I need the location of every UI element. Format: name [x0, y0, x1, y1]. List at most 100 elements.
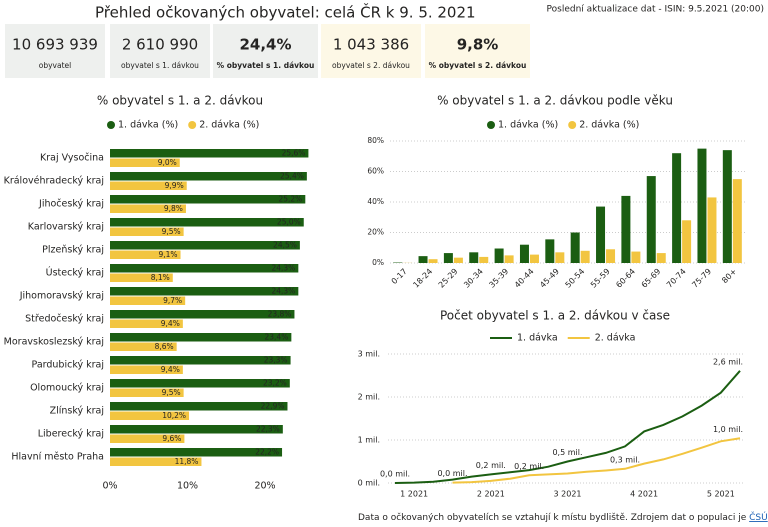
bar — [110, 241, 300, 250]
legend-swatch — [188, 121, 197, 129]
bar — [529, 254, 539, 263]
x-tick-label: 1 2021 — [400, 490, 428, 499]
bar — [110, 411, 190, 420]
data-label: 9,9% — [165, 181, 184, 190]
bar — [110, 296, 186, 305]
y-tick-label: Jihočeský kraj — [38, 199, 104, 210]
data-label: 0,3 mil. — [610, 455, 640, 464]
x-tick-label: 25-29 — [437, 267, 460, 290]
x-tick-label: 20% — [254, 481, 275, 492]
bar — [110, 425, 283, 434]
data-label: 11,8% — [175, 457, 199, 466]
x-tick-label: 18-24 — [411, 267, 434, 290]
bar — [631, 251, 641, 263]
data-label: 24,3% — [271, 287, 295, 296]
bar — [110, 434, 185, 443]
y-tick-label: Karlovarský kraj — [28, 222, 104, 233]
bar — [443, 253, 453, 263]
bar — [110, 402, 288, 411]
y-tick-label: 40% — [367, 197, 384, 206]
bar — [428, 259, 438, 263]
y-tick-label: Olomoucký kraj — [30, 383, 104, 394]
y-tick-label: Ústecký kraj — [46, 267, 104, 279]
data-label: 9,6% — [162, 434, 181, 443]
footer-text: Data o očkovaných obyvatelích se vztahuj… — [358, 511, 768, 523]
x-tick-label: 5 2021 — [707, 490, 735, 499]
bar — [110, 227, 184, 236]
data-label: 25,6% — [282, 149, 306, 158]
data-label: 8,6% — [155, 342, 174, 351]
data-label: 25,0% — [277, 218, 301, 227]
bar — [479, 256, 489, 263]
bar — [646, 176, 656, 263]
kpi-label: % obyvatel s 2. dávkou — [429, 61, 527, 70]
y-tick-label: 20% — [367, 228, 384, 237]
bar — [672, 153, 682, 263]
y-tick-label: Liberecký kraj — [38, 429, 104, 440]
data-label: 8,1% — [151, 273, 170, 282]
y-tick-label: 0% — [372, 258, 384, 267]
bar — [656, 253, 666, 263]
line — [452, 437, 741, 484]
data-label: 0,0 mil. — [380, 470, 410, 479]
data-label: 25,2% — [278, 195, 302, 204]
kpi-value: 10 693 939 — [12, 36, 98, 54]
kpi-card — [110, 24, 210, 78]
bar — [110, 264, 299, 273]
y-tick-label: Pardubický kraj — [32, 360, 104, 371]
legend-label: 2. dávka (%) — [199, 120, 259, 131]
y-tick-label: 3 mil. — [358, 350, 380, 359]
legend-label: 1. dávka — [517, 333, 558, 344]
x-tick-label: 75-79 — [690, 267, 713, 290]
data-label: 9,4% — [161, 365, 180, 374]
bar — [494, 248, 504, 263]
data-label: 22,2% — [255, 448, 279, 457]
legend-label: 1. dávka (%) — [118, 120, 178, 131]
x-tick-label: 3 2021 — [554, 490, 582, 499]
y-tick-label: Hlavní město Praha — [11, 452, 104, 463]
data-label: 0,2 mil. — [476, 461, 506, 470]
bar — [110, 149, 309, 158]
bar — [110, 204, 186, 213]
kpi-label: % obyvatel s 1. dávkou — [217, 61, 315, 70]
data-label: 24,3% — [271, 264, 295, 273]
bar — [722, 150, 732, 263]
bar — [110, 250, 181, 259]
bar — [545, 239, 555, 263]
data-label: 9,7% — [163, 296, 182, 305]
bar — [110, 356, 291, 365]
bar — [110, 273, 173, 282]
y-tick-label: Plzeňský kraj — [42, 245, 104, 256]
bar — [110, 319, 183, 328]
bar — [555, 252, 565, 263]
y-tick-label: 1 mil. — [358, 436, 380, 445]
y-tick-label: Kraj Vysočina — [40, 153, 104, 164]
bar — [110, 218, 304, 227]
bar — [697, 148, 707, 263]
kpi-card — [213, 24, 318, 78]
legend-label: 1. dávka (%) — [498, 120, 558, 131]
footer-link[interactable]: ČSÚ — [749, 511, 768, 523]
data-label: 2,6 mil. — [713, 357, 743, 366]
bar — [606, 249, 616, 263]
chart-title: % obyvatel s 1. a 2. dávkou podle věku — [437, 94, 673, 108]
kpi-card — [5, 24, 105, 78]
kpi-value: 2 610 990 — [122, 36, 198, 54]
data-label: 25,4% — [280, 172, 304, 181]
y-tick-label: 2 mil. — [358, 393, 380, 402]
data-label: 0,0 mil. — [437, 469, 467, 478]
x-tick-label: 10% — [177, 481, 198, 492]
data-label: 9,0% — [158, 158, 177, 167]
bar — [110, 333, 292, 342]
bar — [570, 232, 580, 263]
kpi-card — [425, 24, 530, 78]
y-tick-label: Moravskoslezský kraj — [4, 337, 104, 348]
legend-label: 2. dávka (%) — [579, 120, 639, 131]
kpi-label: obyvatel s 1. dávkou — [121, 61, 199, 70]
data-label: 10,2% — [162, 411, 186, 420]
data-label: 23,8% — [268, 310, 292, 319]
kpi-value: 1 043 386 — [333, 36, 409, 54]
data-label: 23,4% — [265, 333, 289, 342]
kpi-label: obyvatel — [39, 61, 71, 70]
